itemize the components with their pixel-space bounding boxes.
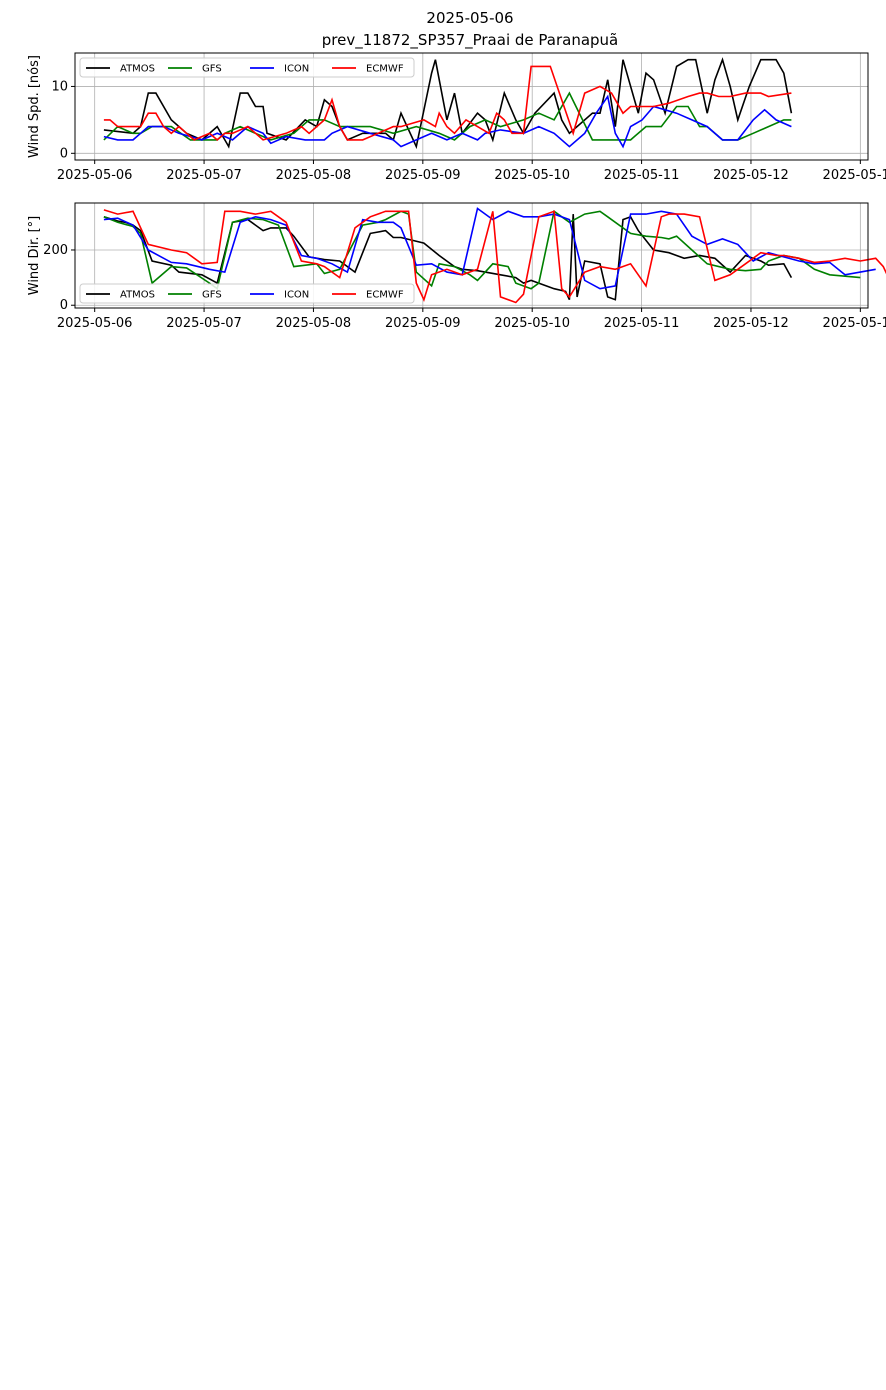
panel-1: 2025-05-06 2025-05-07 2025-05-08 2025-05-09… bbox=[27, 52, 886, 183]
series-line-ecmwf bbox=[103, 209, 886, 304]
legend-box bbox=[79, 283, 415, 304]
panels-container: 2025-05-06 2025-05-07 2025-05-08 2025-05-09… bbox=[27, 52, 886, 331]
x-tick-label: 2025-05-13 bbox=[823, 168, 886, 183]
x-tick-label: 2025-05-08 bbox=[276, 316, 352, 331]
x-tick-label: 2025-05-07 bbox=[166, 168, 242, 183]
x-tick-label: 2025-05-11 bbox=[604, 168, 680, 183]
x-tick-label: 2025-05-13 bbox=[823, 316, 886, 331]
series-line-atmos bbox=[103, 214, 793, 301]
x-tick-label: 2025-05-06 bbox=[57, 316, 133, 331]
y-tick-label: 200 bbox=[43, 243, 68, 258]
legend-label-ecmwf: ECMWF bbox=[366, 64, 404, 75]
x-tick-label: 2025-05-12 bbox=[713, 316, 789, 331]
y-tick-label: 0 bbox=[60, 146, 68, 161]
y-axis-label: Wind Dir. [°] bbox=[27, 216, 42, 296]
axes-frame bbox=[74, 202, 869, 309]
x-tick-label: 2025-05-09 bbox=[385, 316, 461, 331]
x-tick-label: 2025-05-08 bbox=[276, 168, 352, 183]
y-tick-label: 0 bbox=[60, 298, 68, 313]
series-line-gfs bbox=[103, 209, 861, 291]
panel-2: 2025-05-06 2025-05-07 2025-05-08 2025-05-09… bbox=[27, 202, 886, 331]
legend-label-ecmwf: ECMWF bbox=[366, 290, 404, 301]
x-tick-label: 2025-05-09 bbox=[385, 168, 461, 183]
x-tick-label: 2025-05-10 bbox=[494, 168, 570, 183]
x-tick-label: 2025-05-06 bbox=[57, 168, 133, 183]
legend-label-gfs: GFS bbox=[202, 64, 222, 75]
x-tick-label: 2025-05-11 bbox=[604, 316, 680, 331]
axes-frame bbox=[74, 52, 869, 161]
legend-label-atmos: ATMOS bbox=[120, 64, 155, 75]
series-line-icon bbox=[103, 94, 792, 149]
y-axis-label: Wind Spd. [nós] bbox=[27, 55, 42, 158]
legend-label-gfs: GFS bbox=[202, 290, 222, 301]
legend-label-icon: ICON bbox=[284, 64, 309, 75]
x-tick-label: 2025-05-10 bbox=[494, 316, 570, 331]
figure-title-line2: prev_11872_SP357_Praai de Paranapuã bbox=[322, 31, 619, 50]
x-tick-label: 2025-05-07 bbox=[166, 316, 242, 331]
y-tick-label: 10 bbox=[51, 79, 68, 94]
legend-label-icon: ICON bbox=[284, 290, 309, 301]
series-line-ecmwf bbox=[103, 65, 792, 141]
x-tick-label: 2025-05-12 bbox=[713, 168, 789, 183]
figure-title-line1: 2025-05-06 bbox=[426, 9, 513, 27]
legend-box bbox=[79, 57, 415, 78]
legend-label-atmos: ATMOS bbox=[120, 290, 155, 301]
